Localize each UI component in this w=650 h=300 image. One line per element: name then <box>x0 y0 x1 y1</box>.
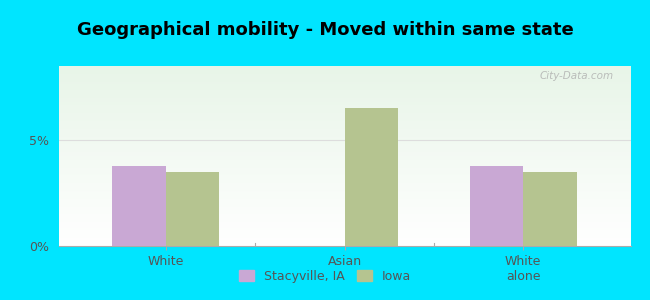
Bar <box>470 166 523 246</box>
Bar <box>166 172 220 246</box>
Bar <box>523 172 577 246</box>
Bar <box>112 166 166 246</box>
Legend: Stacyville, IA, Iowa: Stacyville, IA, Iowa <box>234 265 416 288</box>
Text: City-Data.com: City-Data.com <box>540 71 614 81</box>
Text: Geographical mobility - Moved within same state: Geographical mobility - Moved within sam… <box>77 21 573 39</box>
Bar <box>344 108 398 246</box>
